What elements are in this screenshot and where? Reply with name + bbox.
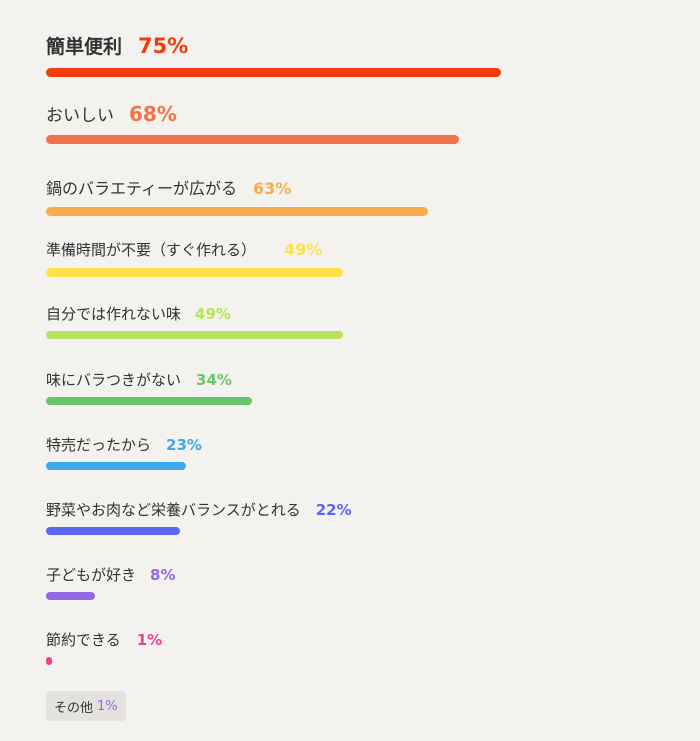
- bar-item: 簡単便利 75%: [46, 32, 502, 77]
- bar-label-row: 簡単便利 75%: [46, 32, 501, 59]
- category-label: 簡単便利: [46, 36, 123, 58]
- bar: [46, 397, 253, 405]
- bar: [46, 592, 95, 600]
- value-label: 1%: [136, 631, 163, 649]
- bar-item: 特売だったから 23%: [46, 434, 202, 470]
- category-label: 鍋のバラエティーが広がる: [46, 179, 238, 198]
- category-label: 味にバラつきがない: [46, 371, 182, 389]
- bar-label-row: 自分では作れない味 49%: [46, 303, 343, 324]
- bar: [46, 207, 429, 216]
- bar-label-row: 準備時間が不要（すぐ作れる） 49%: [46, 239, 343, 260]
- value-label: 34%: [196, 371, 232, 389]
- bar-label-row: 節約できる 1%: [46, 629, 162, 650]
- category-label: 準備時間が不要（すぐ作れる）: [46, 241, 257, 259]
- bar-label-row: 鍋のバラエティーが広がる 63%: [46, 175, 428, 199]
- bar-label-row: 特売だったから 23%: [46, 434, 202, 455]
- category-label: 野菜やお肉など栄養バランスがとれる: [46, 501, 301, 519]
- bar-label-row: 味にバラつきがない 34%: [46, 369, 252, 390]
- category-label: 特売だったから: [46, 436, 152, 454]
- category-label: 子どもが好き: [46, 566, 137, 584]
- other-value: 1%: [97, 698, 118, 714]
- bar-label-row: 野菜やお肉など栄養バランスがとれる 22%: [46, 499, 352, 520]
- value-label: 75%: [138, 34, 189, 58]
- category-label: 自分では作れない味: [46, 305, 182, 323]
- other-label: その他: [54, 700, 94, 716]
- bar: [46, 527, 180, 535]
- bar: [46, 268, 344, 277]
- other-badge: その他 1%: [46, 691, 126, 721]
- bar: [46, 657, 53, 665]
- bar: [46, 68, 502, 77]
- bar: [46, 331, 344, 339]
- value-label: 68%: [129, 102, 177, 126]
- bar: [46, 135, 459, 144]
- bar-item: 自分では作れない味 49%: [46, 303, 344, 339]
- bar-label-row: 子どもが好き 8%: [46, 564, 175, 585]
- value-label: 23%: [166, 436, 202, 454]
- value-label: 63%: [253, 179, 292, 198]
- bar: [46, 462, 186, 470]
- value-label: 22%: [315, 501, 352, 519]
- value-label: 49%: [195, 305, 231, 323]
- bar-item: 味にバラつきがない 34%: [46, 369, 253, 405]
- bar-item: 子どもが好き 8%: [46, 564, 175, 600]
- value-label: 49%: [284, 240, 323, 259]
- bar-item: 鍋のバラエティーが広がる 63%: [46, 175, 429, 216]
- bar-item: 野菜やお肉など栄養バランスがとれる 22%: [46, 499, 352, 535]
- bar-item: 準備時間が不要（すぐ作れる） 49%: [46, 239, 344, 277]
- category-label: おいしい: [46, 106, 114, 126]
- category-label: 節約できる: [46, 631, 121, 649]
- bar-item: 節約できる 1%: [46, 629, 162, 665]
- value-label: 8%: [150, 566, 176, 584]
- bar-label-row: おいしい 68%: [46, 101, 459, 126]
- bar-item: おいしい 68%: [46, 101, 459, 144]
